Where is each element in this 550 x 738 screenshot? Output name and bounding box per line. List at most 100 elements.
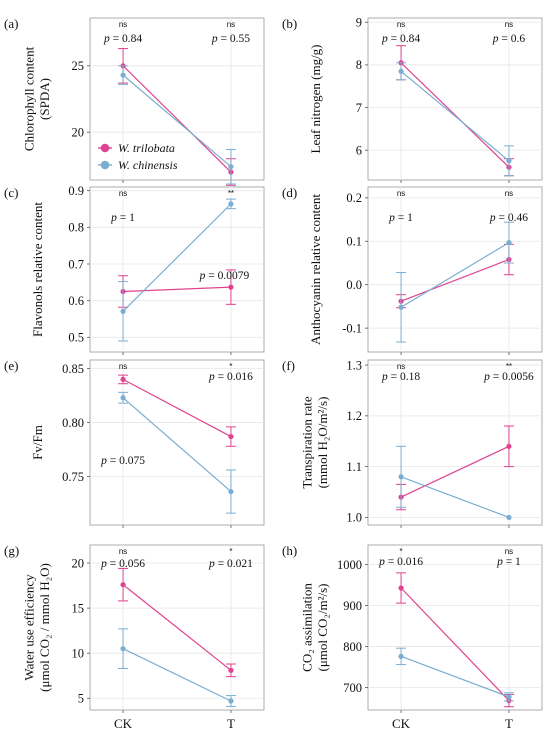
data-point (120, 72, 126, 78)
panel-label: (b) (282, 16, 297, 31)
panel-label: (f) (282, 358, 295, 373)
x-tick-label: T (227, 716, 235, 731)
legend: W. trilobata W. chinensis (98, 141, 178, 172)
plot-area (89, 359, 265, 526)
panel-h: 700 800 900 1000 CK T (h) CO₂ assimilation(μmol… (282, 543, 543, 731)
y-tick-label: 1.0 (346, 511, 362, 525)
plot-area (89, 17, 265, 181)
data-point (120, 376, 126, 383)
y-tick-label: 8 (356, 58, 362, 72)
significance-label: ns (119, 20, 127, 29)
panel-label: (e) (4, 358, 18, 373)
y-axis-label: Fv/Fm (30, 425, 45, 460)
p-value-label: p = 0.0079 (199, 270, 250, 282)
p-value-label: p = 1 (110, 212, 135, 224)
y-tick-label: 800 (343, 640, 362, 654)
data-point (398, 653, 404, 659)
y-tick-label: 0.7 (68, 257, 84, 271)
y-tick-label: 10 (72, 646, 85, 660)
legend-marker (100, 160, 110, 170)
y-tick-label: 0.9 (68, 184, 84, 198)
y-tick-label: -0.1 (342, 321, 362, 335)
panel-d: -0.1 0.0 0.1 0.2 (d) Anthocyanin relative con… (282, 185, 543, 355)
significance-label: ns (119, 547, 127, 556)
p-value-label: p = 1 (496, 556, 521, 568)
significance-label: ns (119, 189, 127, 198)
p-value-label: p = 0.46 (489, 212, 528, 224)
y-axis-label: Flavonols relative content (30, 202, 45, 337)
data-point (398, 304, 404, 310)
y-tick-label: 1.2 (346, 409, 362, 423)
y-tick-label: 7 (356, 101, 362, 115)
legend-label: W. trilobata (118, 141, 175, 155)
significance-label: ns (397, 362, 405, 371)
data-point (228, 667, 234, 673)
significance-label: * (229, 547, 232, 556)
data-point (120, 395, 126, 401)
y-tick-label: 0.1 (346, 235, 362, 249)
y-tick-label: 0.6 (68, 294, 84, 308)
panel-g: 5 10 15 20 CK T (g)Water use efficiency(μmol C… (4, 543, 265, 731)
y-tick-label: 0.80 (62, 416, 84, 430)
panel-e: 0.75 0.80 0.85 (e) Fv/Fm ns * p = 0.075 p = 0.01… (4, 358, 265, 528)
legend-label: W. chinensis (118, 158, 178, 172)
series-line (122, 65, 232, 173)
panel-label: (c) (4, 185, 18, 200)
significance-label: * (229, 362, 232, 371)
data-point (506, 514, 512, 520)
plot-area (367, 186, 543, 353)
significance-label: * (399, 547, 402, 556)
data-point (506, 694, 512, 700)
data-point (228, 201, 234, 207)
y-tick-label: 15 (72, 601, 85, 615)
legend-marker (100, 143, 110, 153)
significance-label: ** (228, 189, 234, 198)
series-line (122, 397, 232, 493)
y-tick-label: 0.2 (346, 191, 362, 205)
p-value-label: p = 0.6 (492, 33, 526, 45)
y-tick-label: 0.5 (68, 331, 84, 345)
y-tick-label: 1000 (337, 558, 362, 572)
plot-area (367, 359, 543, 526)
p-value-label: p = 0.0056 (483, 371, 534, 383)
y-tick-label: 0.8 (68, 221, 84, 235)
significance-label: ns (119, 362, 127, 371)
x-tick-label: CK (114, 716, 133, 731)
series-line (122, 584, 232, 671)
plot-area (367, 544, 543, 711)
data-point (120, 646, 126, 652)
y-tick-label: 0.0 (346, 278, 362, 292)
series-line (122, 74, 232, 168)
p-value-label: p = 0.18 (381, 371, 420, 383)
data-point (228, 488, 234, 495)
significance-label: ns (397, 20, 405, 29)
p-value-label: p = 0.056 (100, 558, 145, 570)
series-line (400, 445, 510, 498)
p-value-label: p = 0.84 (103, 33, 142, 45)
y-tick-label: 9 (356, 16, 362, 30)
series-line (122, 203, 232, 312)
panel-f: 1.0 1.1 1.2 1.3 (f) Transpiration rate(mmol H… (282, 358, 543, 528)
y-axis-label: Transpiration rate(mmol H₂O/m²/s) (299, 396, 330, 489)
series-line (400, 242, 510, 308)
y-tick-label: 20 (72, 556, 85, 570)
data-point (228, 164, 234, 170)
panel-b: 6 7 8 9 (b) Leaf nitrogen (mg/g) ns ns p = 0.84 p… (282, 16, 543, 183)
significance-label: ns (397, 189, 405, 198)
y-tick-label: 1.3 (346, 358, 362, 372)
significance-label: ns (227, 20, 235, 29)
y-tick-label: 25 (72, 59, 85, 73)
y-tick-label: 5 (78, 692, 84, 706)
data-point (506, 443, 512, 449)
series-line (400, 62, 510, 168)
y-tick-label: 1.1 (346, 460, 362, 474)
x-tick-label: T (505, 716, 513, 731)
y-tick-label: 900 (343, 599, 362, 613)
panel-label: (a) (4, 16, 18, 31)
significance-label: ns (505, 547, 513, 556)
significance-label: ** (506, 362, 512, 371)
series-line (400, 655, 510, 698)
data-point (398, 585, 404, 591)
series-line (400, 70, 510, 162)
